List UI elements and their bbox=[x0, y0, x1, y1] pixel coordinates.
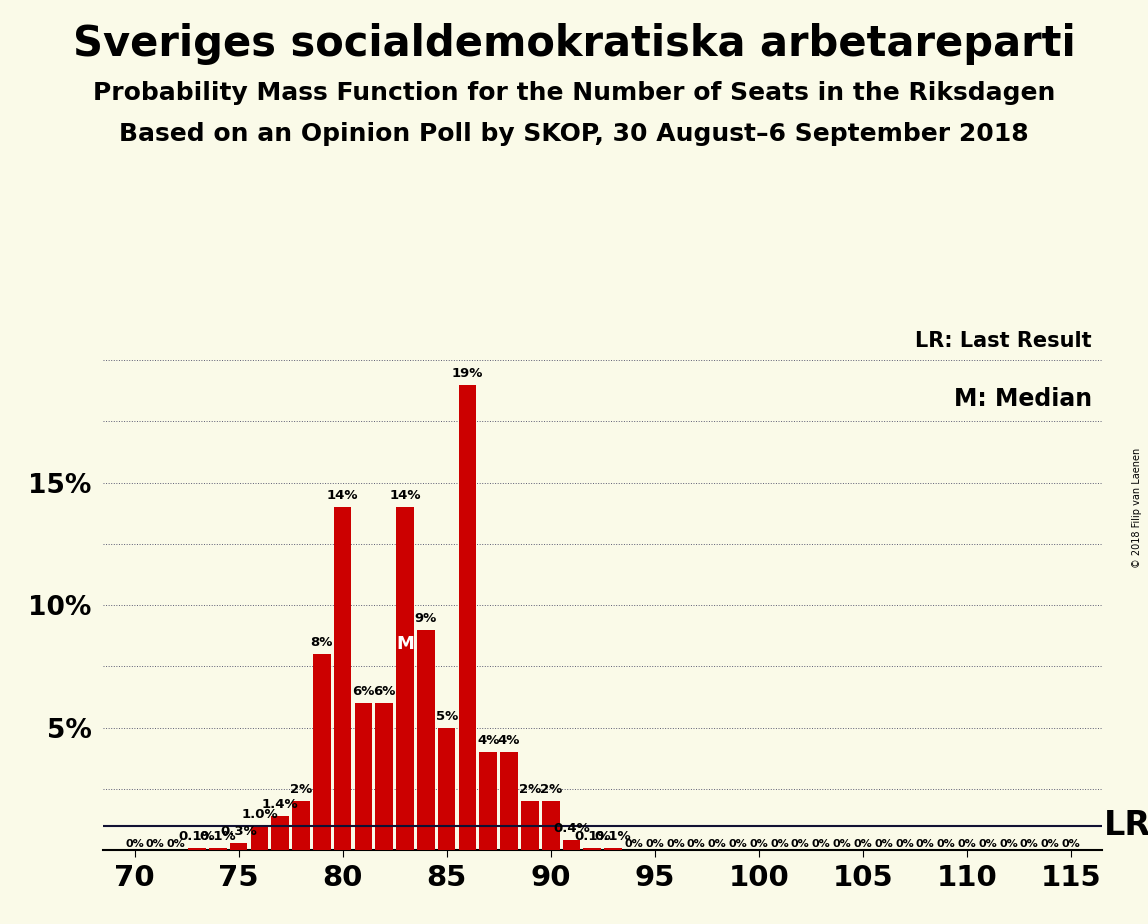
Bar bbox=[334, 507, 351, 850]
Bar bbox=[209, 847, 226, 850]
Text: M: M bbox=[396, 636, 414, 653]
Text: LR: LR bbox=[1104, 809, 1148, 842]
Text: 0%: 0% bbox=[770, 839, 789, 849]
Text: 0%: 0% bbox=[895, 839, 914, 849]
Text: 14%: 14% bbox=[327, 489, 358, 503]
Text: Based on an Opinion Poll by SKOP, 30 August–6 September 2018: Based on an Opinion Poll by SKOP, 30 Aug… bbox=[119, 122, 1029, 146]
Text: 0%: 0% bbox=[812, 839, 830, 849]
Text: © 2018 Filip van Laenen: © 2018 Filip van Laenen bbox=[1132, 448, 1142, 568]
Text: 0%: 0% bbox=[687, 839, 706, 849]
Text: 0%: 0% bbox=[1041, 839, 1060, 849]
Text: 0.1%: 0.1% bbox=[200, 830, 236, 843]
Text: 1.4%: 1.4% bbox=[262, 798, 298, 811]
Text: 2%: 2% bbox=[289, 784, 312, 796]
Text: 0%: 0% bbox=[729, 839, 747, 849]
Text: 2%: 2% bbox=[519, 784, 541, 796]
Bar bbox=[230, 843, 248, 850]
Text: 0%: 0% bbox=[146, 839, 164, 849]
Text: 8%: 8% bbox=[311, 637, 333, 650]
Text: Probability Mass Function for the Number of Seats in the Riksdagen: Probability Mass Function for the Number… bbox=[93, 81, 1055, 105]
Bar bbox=[188, 847, 205, 850]
Text: 14%: 14% bbox=[389, 489, 421, 503]
Text: 0%: 0% bbox=[125, 839, 144, 849]
Text: 0%: 0% bbox=[916, 839, 934, 849]
Bar bbox=[396, 507, 414, 850]
Text: 0%: 0% bbox=[791, 839, 809, 849]
Text: 6%: 6% bbox=[373, 686, 395, 699]
Bar bbox=[501, 752, 518, 850]
Text: 0.1%: 0.1% bbox=[574, 830, 611, 843]
Text: 1.0%: 1.0% bbox=[241, 808, 278, 821]
Text: 4%: 4% bbox=[478, 735, 499, 748]
Text: 0%: 0% bbox=[1062, 839, 1080, 849]
Text: 0%: 0% bbox=[1019, 839, 1039, 849]
Text: 0.3%: 0.3% bbox=[220, 825, 257, 838]
Text: 4%: 4% bbox=[498, 735, 520, 748]
Text: 0%: 0% bbox=[166, 839, 186, 849]
Text: 0%: 0% bbox=[853, 839, 872, 849]
Text: 0.1%: 0.1% bbox=[595, 830, 631, 843]
Text: 0%: 0% bbox=[750, 839, 768, 849]
Bar bbox=[521, 801, 538, 850]
Bar bbox=[458, 384, 476, 850]
Text: 0%: 0% bbox=[625, 839, 643, 849]
Text: 19%: 19% bbox=[452, 367, 483, 380]
Text: 6%: 6% bbox=[352, 686, 374, 699]
Text: 0.4%: 0.4% bbox=[553, 822, 590, 835]
Bar bbox=[583, 847, 602, 850]
Text: 0%: 0% bbox=[978, 839, 996, 849]
Text: 0%: 0% bbox=[666, 839, 685, 849]
Bar bbox=[313, 654, 331, 850]
Text: 0.1%: 0.1% bbox=[179, 830, 216, 843]
Bar bbox=[604, 847, 622, 850]
Bar bbox=[250, 825, 269, 850]
Text: 0%: 0% bbox=[875, 839, 893, 849]
Bar bbox=[480, 752, 497, 850]
Text: 0%: 0% bbox=[708, 839, 727, 849]
Text: 9%: 9% bbox=[414, 612, 437, 625]
Text: 2%: 2% bbox=[540, 784, 561, 796]
Text: 5%: 5% bbox=[435, 710, 458, 723]
Bar bbox=[417, 629, 435, 850]
Text: 0%: 0% bbox=[645, 839, 664, 849]
Bar bbox=[375, 703, 393, 850]
Text: Sveriges socialdemokratiska arbetareparti: Sveriges socialdemokratiska arbetarepart… bbox=[72, 23, 1076, 65]
Text: 0%: 0% bbox=[999, 839, 1018, 849]
Text: LR: Last Result: LR: Last Result bbox=[915, 332, 1092, 351]
Text: M: Median: M: Median bbox=[954, 386, 1092, 410]
Bar bbox=[437, 727, 456, 850]
Bar bbox=[355, 703, 372, 850]
Text: 0%: 0% bbox=[937, 839, 955, 849]
Bar bbox=[542, 801, 559, 850]
Bar bbox=[271, 816, 289, 850]
Text: 0%: 0% bbox=[832, 839, 852, 849]
Bar bbox=[292, 801, 310, 850]
Text: 0%: 0% bbox=[957, 839, 976, 849]
Bar bbox=[563, 840, 581, 850]
